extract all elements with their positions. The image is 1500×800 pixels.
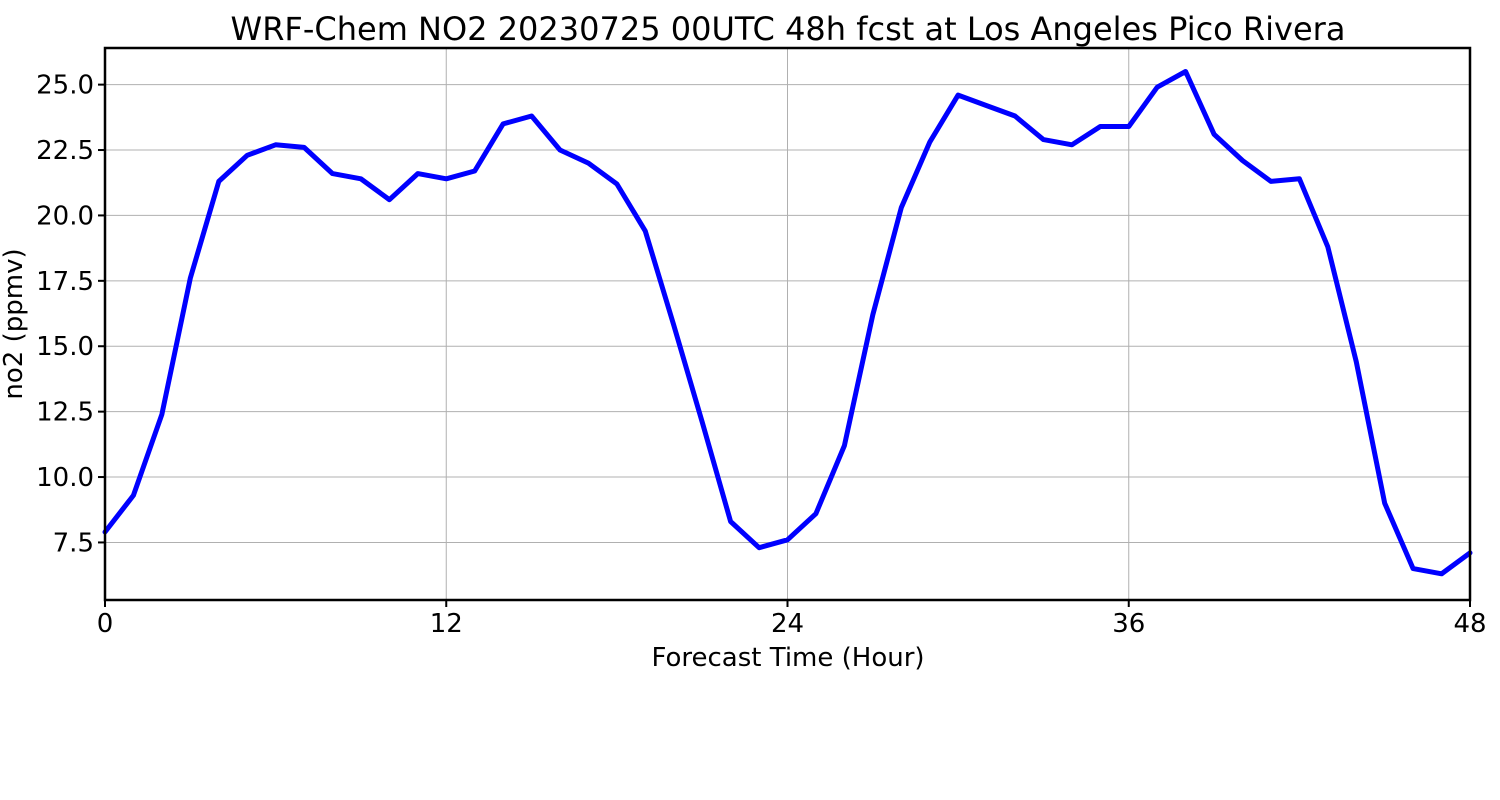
- y-axis-label: no2 (ppmv): [0, 248, 29, 399]
- x-tick-label: 0: [97, 609, 114, 639]
- y-tick-label: 25.0: [36, 71, 94, 101]
- x-tick-label: 12: [430, 609, 463, 639]
- x-tick-label: 36: [1112, 609, 1145, 639]
- y-tick-label: 12.5: [36, 398, 94, 428]
- x-tick-label: 48: [1453, 609, 1486, 639]
- y-tick-label: 15.0: [36, 332, 94, 362]
- y-tick-label: 20.0: [36, 201, 94, 231]
- y-tick-label: 17.5: [36, 267, 94, 297]
- grid: [104, 48, 1471, 600]
- ticks: 0 12 24 36 48 7.5 10.0 12.5 15.0 17.5 20.0 22.5 25.0: [36, 71, 1486, 639]
- y-tick-label: 22.5: [36, 136, 94, 166]
- x-axis-label: Forecast Time (Hour): [651, 643, 924, 673]
- no2-series-line: [102, 69, 1473, 577]
- y-tick-label: 7.5: [53, 528, 94, 558]
- x-tick-label: 24: [771, 609, 804, 639]
- y-tick-label: 10.0: [36, 463, 94, 493]
- series-layer: [102, 69, 1473, 577]
- chart-title: WRF-Chem NO2 20230725 00UTC 48h fcst at …: [231, 10, 1346, 48]
